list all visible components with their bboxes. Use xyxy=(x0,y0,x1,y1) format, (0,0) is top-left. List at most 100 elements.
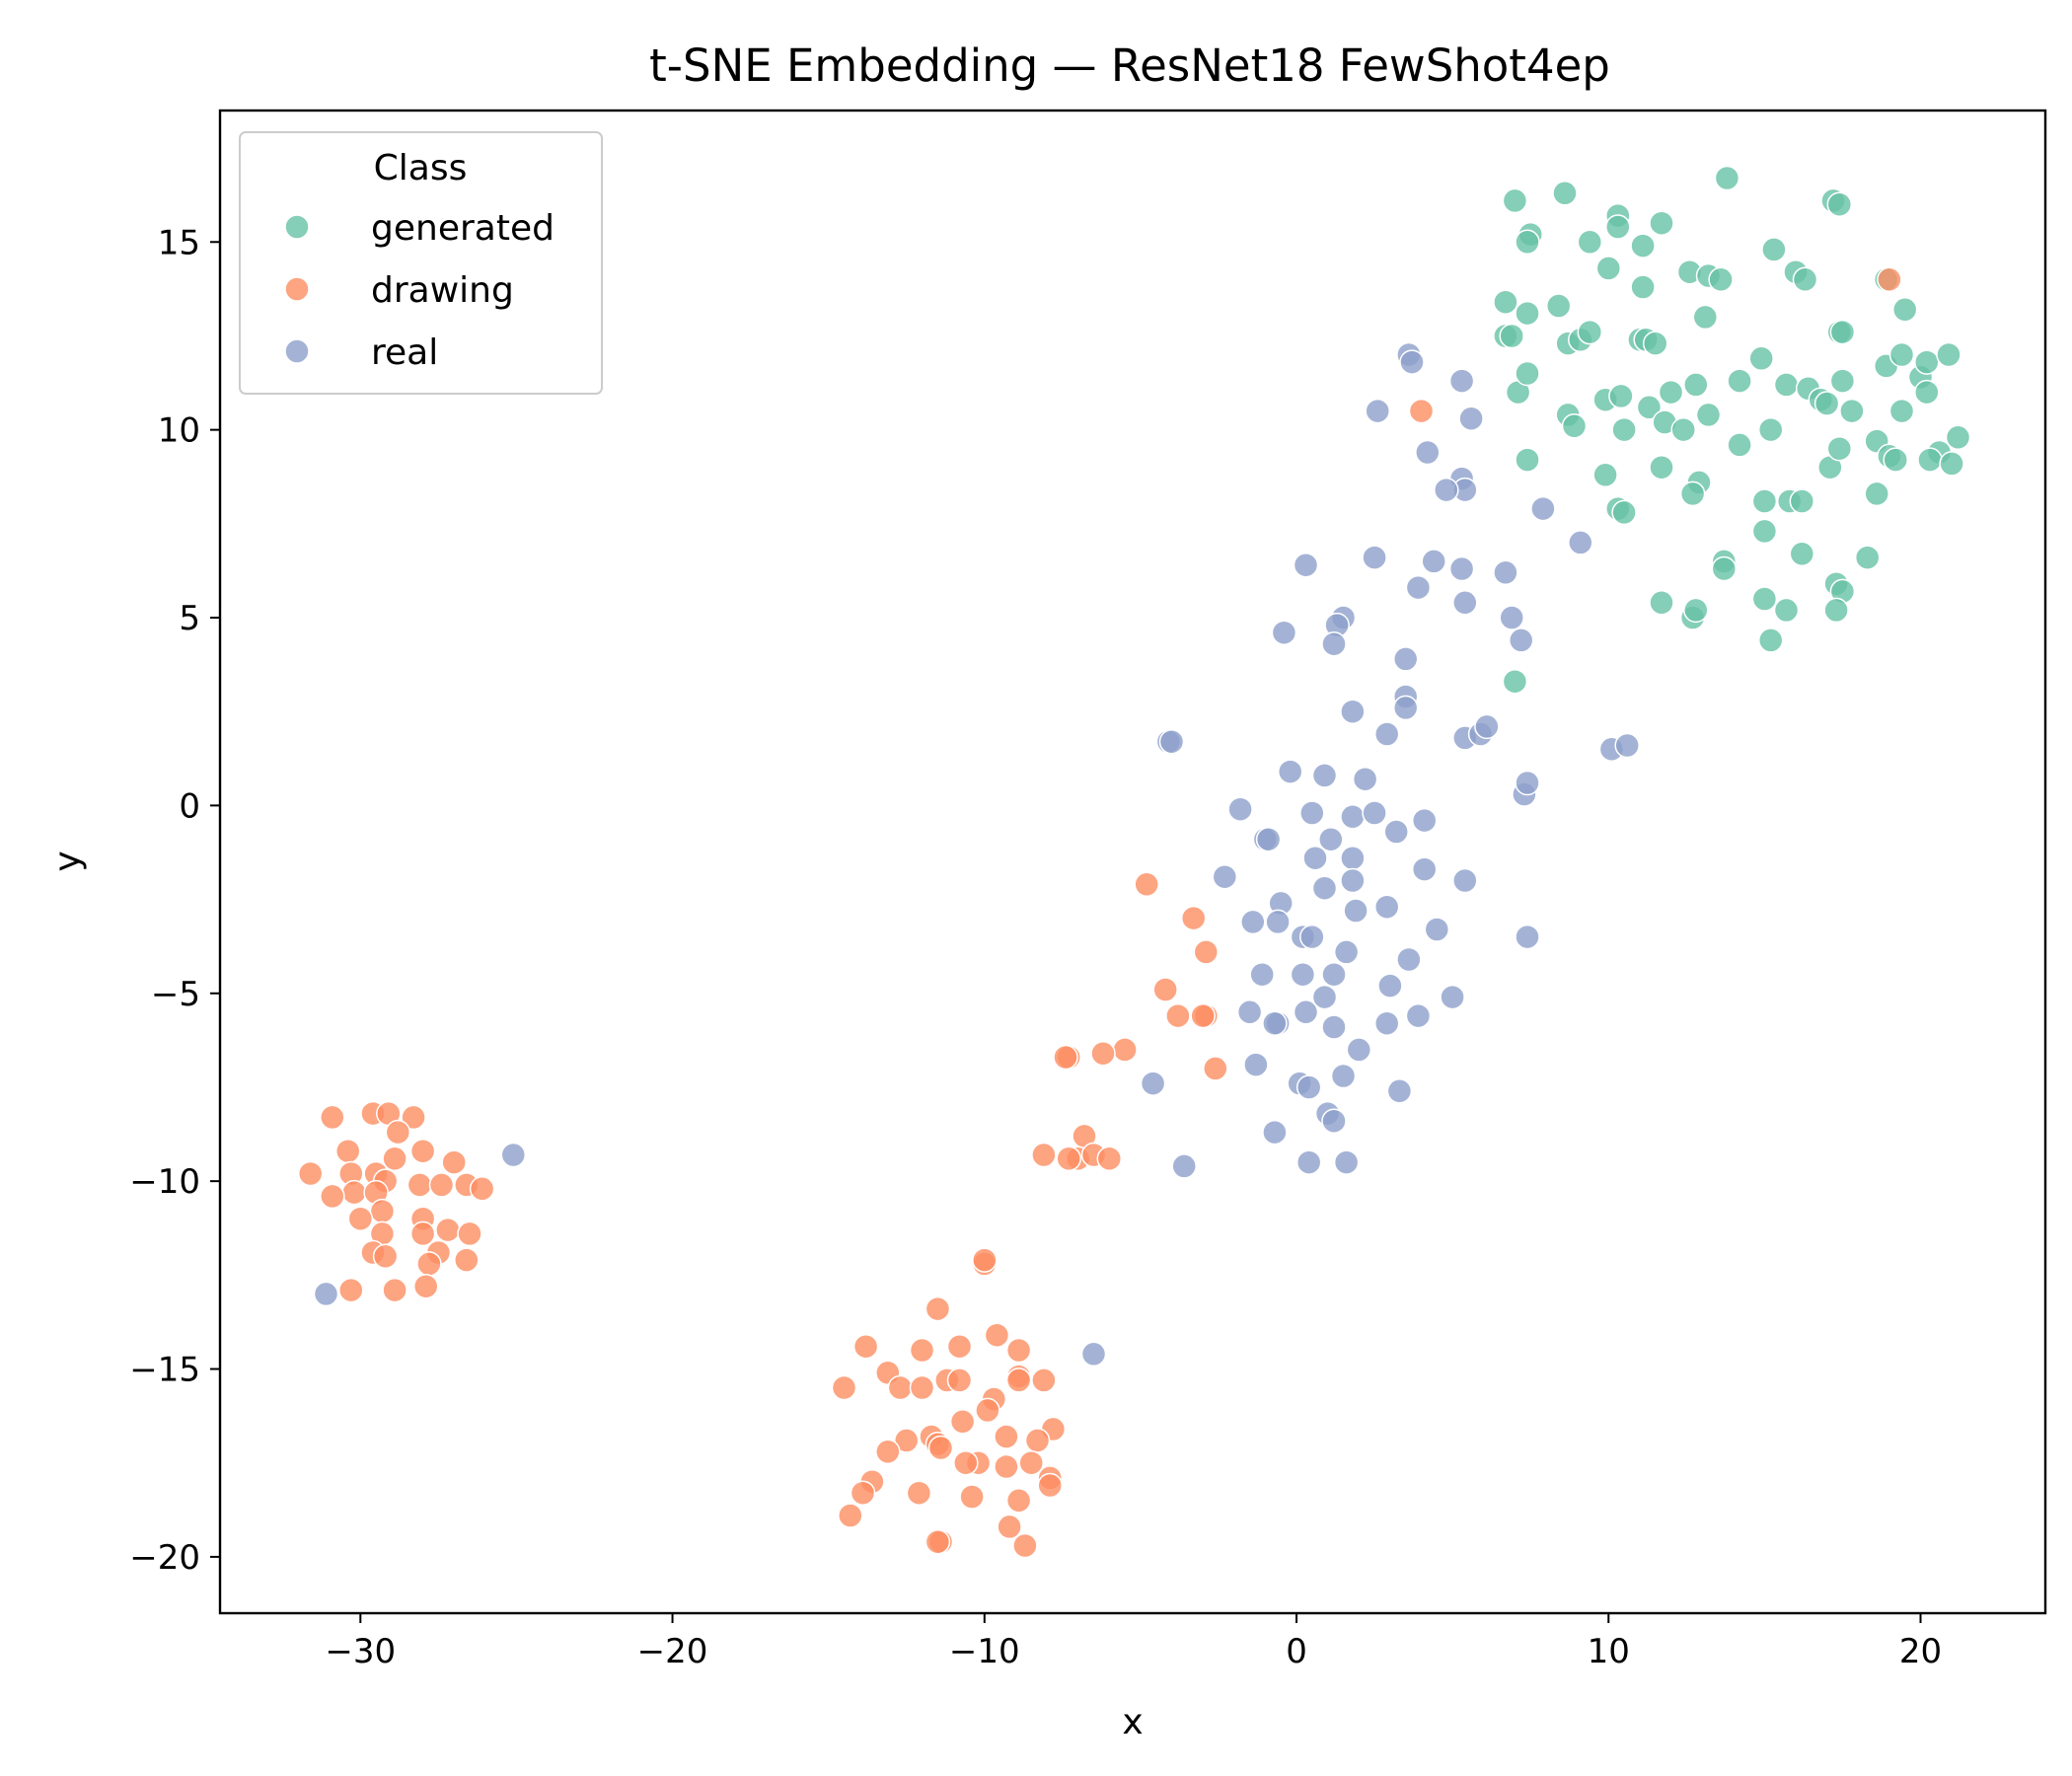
point-generated-71 xyxy=(1939,451,1964,477)
point-drawing-97 xyxy=(925,1528,951,1555)
point-real-17 xyxy=(1452,590,1478,616)
point-generated-83 xyxy=(1864,481,1889,507)
point-real-13 xyxy=(1421,549,1446,574)
point-generated-50 xyxy=(1829,368,1856,394)
point-generated-82 xyxy=(1826,435,1853,462)
point-generated-45 xyxy=(1727,368,1752,394)
point-real-85 xyxy=(1295,1074,1322,1100)
point-drawing-8 xyxy=(1190,1002,1216,1029)
point-generated-49 xyxy=(1813,391,1840,416)
point-real-58 xyxy=(1240,909,1266,935)
point-generated-7 xyxy=(1649,210,1674,236)
point-generated-99 xyxy=(1757,628,1784,653)
point-real-36 xyxy=(1277,759,1303,784)
point-generated-74 xyxy=(1649,454,1674,481)
point-generated-94 xyxy=(1751,586,1778,612)
point-drawing-13 xyxy=(1053,1044,1078,1071)
point-real-54 xyxy=(1340,867,1366,894)
point-real-62 xyxy=(1424,917,1450,942)
point-real-80 xyxy=(1405,1002,1432,1029)
point-real-45 xyxy=(1383,819,1409,845)
point-generated-14 xyxy=(1545,293,1572,319)
point-generated-61 xyxy=(1695,402,1722,428)
y-tick-label: 15 xyxy=(158,223,200,262)
point-drawing-45 xyxy=(409,1221,436,1247)
point-drawing-10 xyxy=(1112,1037,1138,1063)
point-generated-22 xyxy=(1792,266,1818,293)
point-drawing-94 xyxy=(838,1503,863,1528)
point-drawing-91 xyxy=(906,1480,932,1506)
point-drawing-58 xyxy=(852,1333,879,1360)
point-real-87 xyxy=(1140,1071,1166,1096)
point-drawing-66 xyxy=(946,1368,973,1393)
point-drawing-93 xyxy=(1005,1488,1032,1514)
point-drawing-59 xyxy=(984,1322,1010,1348)
point-generated-63 xyxy=(1839,398,1865,424)
point-drawing-37 xyxy=(341,1179,367,1206)
point-generated-16 xyxy=(1630,274,1656,300)
point-generated-43 xyxy=(1658,379,1684,406)
point-real-41 xyxy=(1227,796,1253,822)
point-drawing-0 xyxy=(1408,398,1435,424)
point-real-56 xyxy=(1311,875,1338,901)
point-generated-58 xyxy=(1561,413,1588,439)
point-real-11 xyxy=(1362,545,1387,570)
point-real-8 xyxy=(1434,477,1459,503)
point-real-43 xyxy=(1340,804,1366,830)
point-real-70 xyxy=(1321,961,1347,988)
y-tick-label: 10 xyxy=(158,411,200,451)
point-generated-46 xyxy=(1773,372,1800,398)
point-real-68 xyxy=(1249,961,1275,988)
y-tick-label: −15 xyxy=(129,1351,200,1390)
point-drawing-33 xyxy=(407,1172,433,1198)
point-real-35 xyxy=(1158,728,1185,755)
y-tick-label: −5 xyxy=(151,975,200,1014)
point-drawing-25 xyxy=(297,1160,324,1187)
point-generated-32 xyxy=(1692,304,1719,331)
point-drawing-24 xyxy=(385,1119,411,1146)
point-generated-6 xyxy=(1630,233,1656,259)
point-real-55 xyxy=(1452,867,1478,894)
point-drawing-11 xyxy=(1090,1040,1116,1067)
plot-area xyxy=(297,165,1971,1559)
point-real-2 xyxy=(1365,398,1390,424)
point-real-3 xyxy=(1448,368,1475,394)
point-generated-33 xyxy=(1748,345,1774,372)
point-generated-87 xyxy=(1711,555,1738,582)
point-drawing-86 xyxy=(1018,1449,1044,1476)
x-tick-label: −20 xyxy=(637,1632,708,1671)
legend-marker-generated xyxy=(284,214,310,240)
point-drawing-53 xyxy=(382,1277,407,1303)
point-drawing-98 xyxy=(1012,1532,1038,1559)
point-real-49 xyxy=(1318,826,1344,852)
point-generated-72 xyxy=(1515,447,1540,473)
point-real-26 xyxy=(1392,695,1419,721)
point-real-73 xyxy=(1440,984,1465,1010)
point-drawing-57 xyxy=(925,1295,951,1322)
point-real-42 xyxy=(1299,800,1325,826)
point-generated-90 xyxy=(1854,545,1881,570)
point-drawing-29 xyxy=(382,1146,407,1172)
point-real-5 xyxy=(1415,439,1441,466)
point-generated-28 xyxy=(1577,319,1603,345)
point-real-92 xyxy=(1295,1149,1322,1175)
point-drawing-26 xyxy=(334,1138,361,1164)
point-generated-59 xyxy=(1611,416,1637,443)
point-drawing-56 xyxy=(972,1247,998,1273)
point-generated-64 xyxy=(1888,398,1915,424)
point-generated-69 xyxy=(1883,447,1908,473)
point-real-64 xyxy=(1299,924,1325,950)
point-generated-40 xyxy=(1608,383,1634,409)
point-generated-65 xyxy=(1945,424,1971,451)
point-generated-35 xyxy=(1829,319,1856,345)
point-real-53 xyxy=(1212,863,1238,890)
point-generated-12 xyxy=(1493,289,1518,315)
point-generated-11 xyxy=(1826,191,1853,217)
point-drawing-44 xyxy=(457,1221,482,1247)
point-real-81 xyxy=(1346,1037,1372,1063)
point-real-75 xyxy=(1293,999,1319,1025)
point-real-31 xyxy=(1474,713,1500,740)
y-axis-label: y xyxy=(47,851,88,871)
point-drawing-54 xyxy=(338,1277,364,1303)
